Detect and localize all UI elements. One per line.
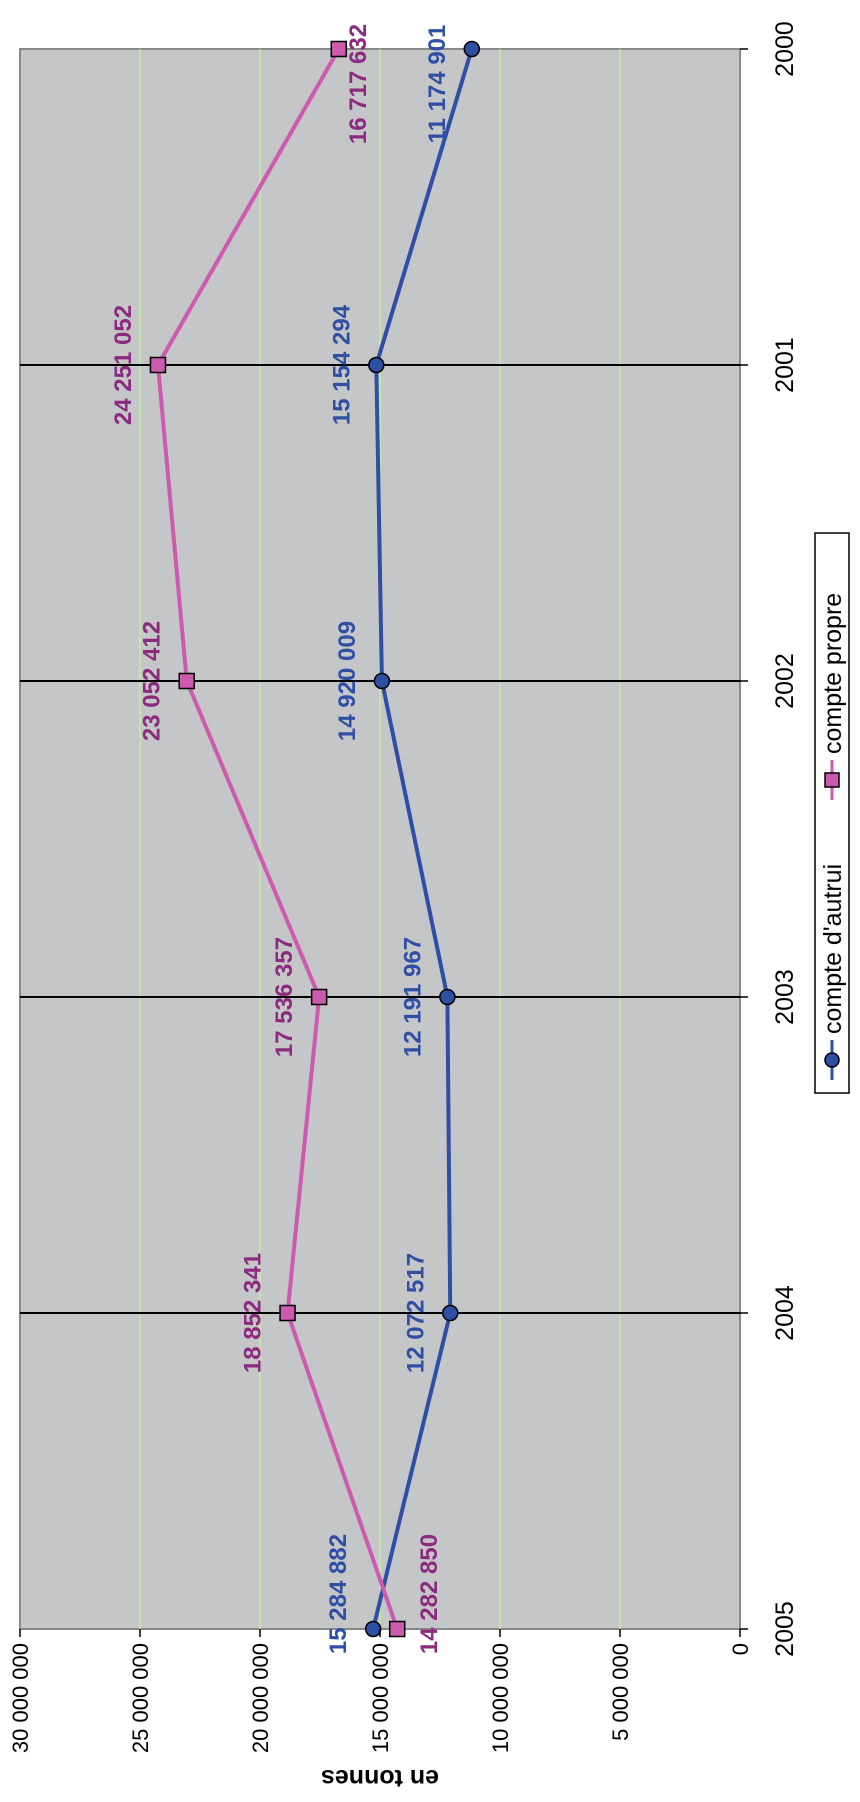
legend: compte d'autrui compte propre bbox=[815, 533, 849, 1093]
data-point-square bbox=[312, 990, 327, 1005]
data-label: 17 536 357 bbox=[271, 937, 298, 1057]
data-point-circle bbox=[443, 1306, 458, 1321]
data-point-circle bbox=[464, 42, 479, 57]
data-point-circle bbox=[369, 358, 384, 373]
x-tick-label: 2001 bbox=[771, 337, 799, 393]
data-label: 12 072 517 bbox=[402, 1253, 429, 1373]
data-point-square bbox=[179, 674, 194, 689]
data-label: 15 284 882 bbox=[325, 1534, 352, 1654]
y-tick-label: 20 000 000 bbox=[248, 1643, 273, 1753]
x-tick-label: 2005 bbox=[771, 1601, 799, 1657]
y-axis-ticks: 0 5 000 000 10 000 000 15 000 000 20 000 000… bbox=[8, 1629, 753, 1753]
x-tick-label: 2002 bbox=[771, 653, 799, 709]
x-tick-label: 2000 bbox=[771, 21, 799, 77]
legend-label: compte propre bbox=[819, 593, 847, 754]
data-label: 23 052 412 bbox=[139, 621, 166, 741]
data-label: 15 154 294 bbox=[328, 304, 355, 425]
y-tick-label: 25 000 000 bbox=[128, 1643, 153, 1753]
data-label: 18 852 341 bbox=[240, 1253, 267, 1373]
y-tick-label: 5 000 000 bbox=[608, 1643, 633, 1741]
data-label: 16 717 632 bbox=[345, 24, 372, 144]
x-tick-label: 2003 bbox=[771, 969, 799, 1025]
y-tick-label: 15 000 000 bbox=[368, 1643, 393, 1753]
data-label: 14 282 850 bbox=[416, 1534, 443, 1654]
data-label: 12 191 967 bbox=[399, 937, 426, 1057]
y-tick-label: 0 bbox=[728, 1643, 753, 1655]
legend-marker-circle bbox=[825, 1053, 839, 1067]
legend-label: compte d'autrui bbox=[819, 864, 847, 1034]
data-point-square bbox=[390, 1622, 405, 1637]
y-tick-label: 10 000 000 bbox=[488, 1643, 513, 1753]
data-label: 14 920 009 bbox=[334, 621, 361, 741]
x-tick-label: 2004 bbox=[771, 1285, 799, 1341]
legend-marker-square bbox=[825, 773, 839, 787]
data-point-circle bbox=[374, 674, 389, 689]
y-tick-label: 30 000 000 bbox=[8, 1643, 33, 1753]
x-axis-ticks: 2000 2001 2002 2003 2004 2005 bbox=[740, 21, 799, 1657]
y-axis-label: en tonnes bbox=[321, 1764, 439, 1792]
data-point-square bbox=[150, 358, 165, 373]
data-point-square bbox=[280, 1306, 295, 1321]
data-label: 24 251 052 bbox=[110, 305, 137, 425]
data-point-circle bbox=[366, 1622, 381, 1637]
data-label: 11 174 901 bbox=[424, 25, 451, 144]
data-point-circle bbox=[440, 990, 455, 1005]
